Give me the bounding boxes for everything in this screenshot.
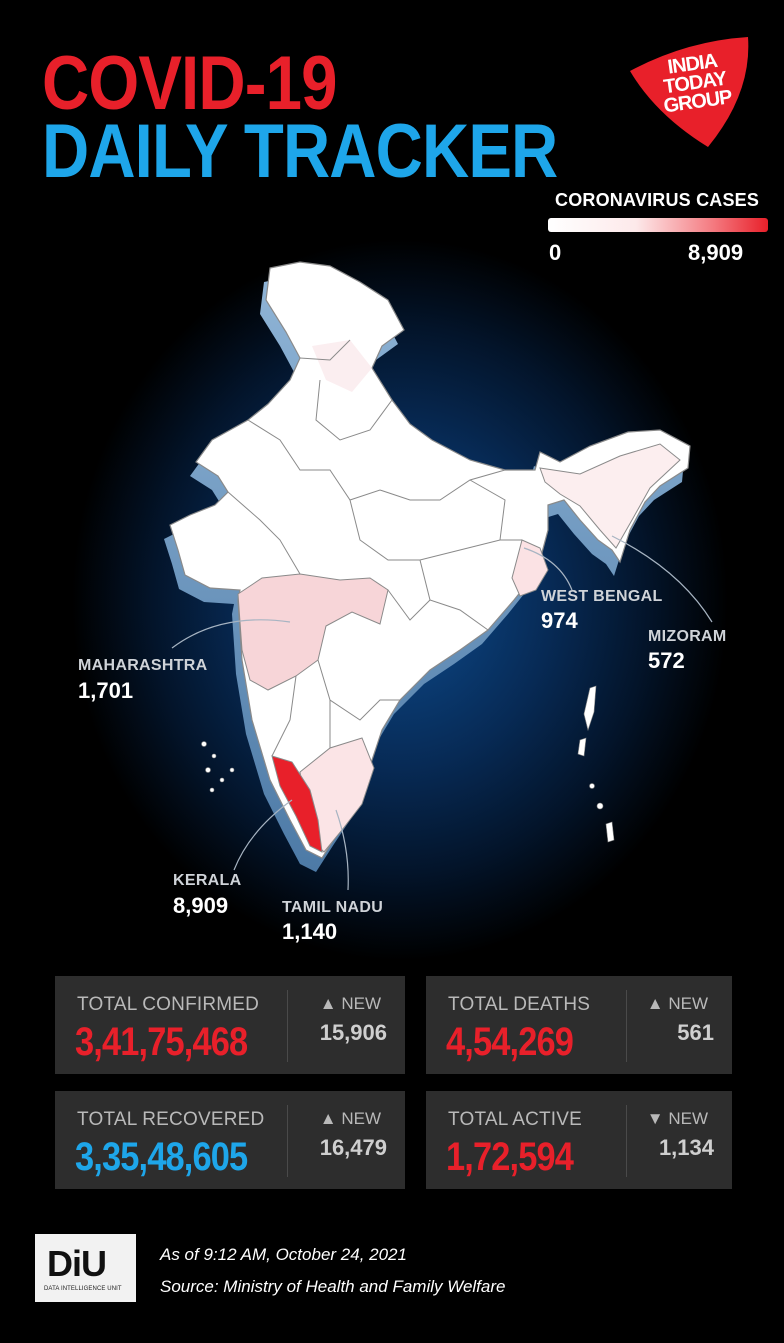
label-mizoram-value: 572 (648, 648, 685, 673)
stat-total-recovered: TOTAL RECOVERED 3,35,48,605 ▲ NEW 16,479 (55, 1091, 405, 1189)
state-kerala (271, 755, 323, 853)
stat-divider (626, 990, 627, 1062)
india-today-logo-icon (630, 37, 749, 147)
label-west-bengal-value: 974 (541, 608, 578, 633)
label-tamil-nadu-name: TAMIL NADU (282, 899, 384, 916)
label-maharashtra-value: 1,701 (78, 678, 134, 703)
legend-title: CORONAVIRUS CASES (555, 190, 760, 210)
state-northeast (539, 443, 681, 549)
footer-source: Source: Ministry of Health and Family We… (160, 1277, 506, 1296)
stat-deaths-new-label: ▲ NEW (646, 994, 708, 1013)
stat-recovered-new-label: ▲ NEW (319, 1109, 381, 1128)
stat-divider (287, 1105, 288, 1177)
stat-deaths-label: TOTAL DEATHS (448, 994, 591, 1015)
title-line-1: COVID-19 (42, 41, 337, 126)
stat-active-value: 1,72,594 (446, 1135, 574, 1179)
legend-color-bar (548, 218, 768, 232)
stat-total-confirmed: TOTAL CONFIRMED 3,41,75,468 ▲ NEW 15,906 (55, 976, 405, 1074)
state-borders (227, 339, 522, 757)
stat-deaths-new-value: 561 (677, 1020, 714, 1045)
stat-active-new-value: 1,134 (658, 1135, 714, 1160)
diu-logo-text: DiU (47, 1243, 107, 1284)
stat-total-deaths: TOTAL DEATHS 4,54,269 ▲ NEW 561 (426, 976, 732, 1074)
stat-deaths-value: 4,54,269 (446, 1020, 574, 1064)
diu-logo-icon (35, 1234, 136, 1302)
legend-max: 8,909 (688, 240, 744, 265)
label-kerala-value: 8,909 (173, 893, 229, 918)
stat-recovered-new-value: 16,479 (319, 1135, 387, 1160)
title-line-2: DAILY TRACKER (42, 109, 558, 194)
stat-active-new-label: ▼ NEW (646, 1109, 708, 1128)
footer-as-of: As of 9:12 AM, October 24, 2021 (160, 1245, 407, 1264)
state-maharashtra (237, 573, 389, 691)
legend-min: 0 (549, 240, 562, 265)
andaman-islands (577, 685, 615, 843)
stat-active-label: TOTAL ACTIVE (448, 1109, 583, 1130)
leader-lines (171, 535, 713, 891)
label-tamil-nadu-value: 1,140 (282, 919, 338, 944)
diu-logo-subtitle: DATA INTELLIGENCE UNIT (44, 1286, 122, 1292)
stat-divider (626, 1105, 627, 1177)
label-maharashtra-name: MAHARASHTRA (78, 657, 208, 674)
stat-total-active: TOTAL ACTIVE 1,72,594 ▼ NEW 1,134 (426, 1091, 732, 1189)
stat-confirmed-new-label: ▲ NEW (319, 994, 381, 1013)
stat-confirmed-label: TOTAL CONFIRMED (77, 994, 260, 1015)
state-jk-shade (312, 340, 372, 392)
stat-confirmed-value: 3,41,75,468 (75, 1020, 248, 1064)
label-kerala-name: KERALA (173, 872, 242, 889)
label-west-bengal-name: WEST BENGAL (541, 588, 663, 605)
label-mizoram-name: MIZORAM (648, 628, 727, 645)
lakshadweep-islands (201, 741, 235, 793)
stat-divider (287, 990, 288, 1062)
stat-recovered-value: 3,35,48,605 (75, 1135, 248, 1179)
stat-recovered-label: TOTAL RECOVERED (77, 1109, 265, 1130)
india-outline (169, 261, 691, 859)
stat-confirmed-new-value: 15,906 (319, 1020, 387, 1045)
